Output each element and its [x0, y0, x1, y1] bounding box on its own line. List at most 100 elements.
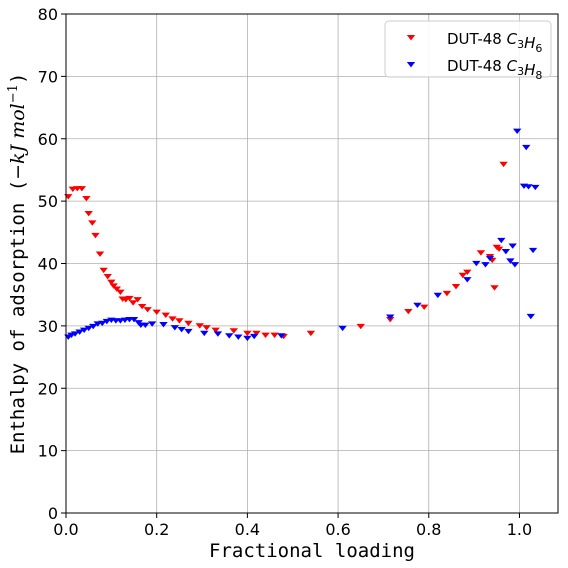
data-point	[528, 247, 538, 254]
x-axis-label: Fractional loading	[209, 540, 415, 562]
data-point	[512, 128, 522, 135]
data-point	[524, 184, 533, 190]
data-point	[494, 246, 504, 252]
data-point	[91, 232, 100, 239]
data-point	[116, 289, 125, 295]
data-point	[102, 318, 112, 325]
data-point	[112, 286, 121, 292]
y-tick-label: 30	[38, 317, 58, 336]
data-point	[243, 330, 252, 337]
data-point	[270, 332, 279, 338]
data-point	[82, 196, 91, 202]
series-layer	[64, 128, 540, 342]
data-point	[508, 243, 517, 249]
data-point	[458, 272, 467, 279]
data-point	[229, 328, 238, 334]
y-axis-label: Enthalpy of adsorption (−kJ mol−1)	[6, 73, 29, 455]
y-tick-label: 80	[38, 5, 58, 24]
data-point	[501, 249, 511, 255]
data-point	[70, 331, 80, 337]
legend-marker	[406, 62, 416, 68]
data-point	[161, 312, 170, 319]
data-point	[531, 184, 540, 191]
data-point	[506, 258, 515, 264]
data-point	[526, 313, 535, 320]
x-tick-label: 0.2	[144, 520, 169, 539]
data-point	[159, 322, 168, 328]
x-tick-label: 0.6	[325, 520, 350, 539]
data-point	[75, 329, 84, 335]
data-point	[133, 297, 142, 303]
data-point	[386, 314, 395, 320]
data-point	[175, 318, 184, 324]
y-tick-label: 20	[38, 379, 58, 398]
plot-area-frame	[65, 13, 559, 514]
y-tick-label: 10	[38, 442, 58, 461]
data-point	[211, 327, 220, 334]
data-point	[170, 325, 180, 331]
y-tick-label: 50	[38, 192, 58, 211]
data-point	[413, 302, 422, 309]
data-point	[497, 237, 506, 244]
data-point	[451, 283, 461, 290]
data-point	[485, 255, 495, 262]
y-tick-label: 0	[48, 504, 58, 523]
data-point	[79, 327, 89, 334]
data-point	[84, 325, 93, 332]
x-tick-label: 0.4	[235, 520, 260, 539]
data-point	[356, 323, 365, 330]
x-tick-label: 0.8	[416, 520, 441, 539]
y-axis-ticks: 0 10 20 30 40 50 60 70 80	[38, 5, 66, 523]
series-c3h6	[64, 161, 508, 340]
data-point	[463, 277, 472, 283]
data-point	[225, 333, 234, 339]
data-point	[95, 251, 105, 257]
data-point	[442, 290, 452, 297]
data-point	[147, 321, 157, 327]
data-point	[490, 285, 499, 291]
data-point	[99, 267, 108, 274]
data-point	[472, 260, 481, 267]
data-point	[481, 262, 490, 268]
data-point	[143, 307, 152, 313]
data-point	[141, 322, 150, 329]
data-point	[125, 295, 134, 302]
data-point	[234, 334, 243, 340]
data-point	[184, 328, 193, 335]
data-point	[522, 144, 531, 151]
data-point	[420, 304, 429, 310]
data-point	[137, 303, 147, 310]
data-point	[338, 325, 347, 332]
data-point	[202, 325, 211, 331]
data-point	[200, 330, 209, 337]
x-tick-label: 0.0	[53, 520, 78, 539]
data-point	[84, 211, 93, 217]
data-point	[463, 269, 472, 276]
legend-label: DUT-48 C3H6	[447, 30, 542, 55]
data-point	[177, 327, 186, 333]
data-point	[261, 332, 270, 338]
legend-label: DUT-48 C3H8	[447, 57, 542, 82]
data-point	[109, 283, 118, 289]
y-tick-label: 70	[38, 67, 58, 86]
data-point	[107, 279, 116, 285]
data-point	[243, 335, 252, 342]
data-point	[88, 220, 97, 226]
data-point	[476, 250, 486, 256]
data-point	[152, 309, 161, 315]
data-point	[404, 308, 413, 315]
data-point	[89, 323, 98, 330]
x-axis-ticks: 0.0 0.2 0.4 0.6 0.8 1.0	[53, 513, 532, 539]
series-c3h8	[64, 128, 540, 342]
data-point	[128, 300, 138, 306]
data-point	[168, 316, 177, 322]
data-point	[306, 330, 316, 337]
data-point	[184, 320, 193, 327]
data-point	[499, 161, 508, 168]
legend-marker	[406, 35, 416, 41]
data-point	[213, 331, 223, 337]
data-point	[433, 292, 443, 299]
x-tick-label: 1.0	[507, 520, 532, 539]
